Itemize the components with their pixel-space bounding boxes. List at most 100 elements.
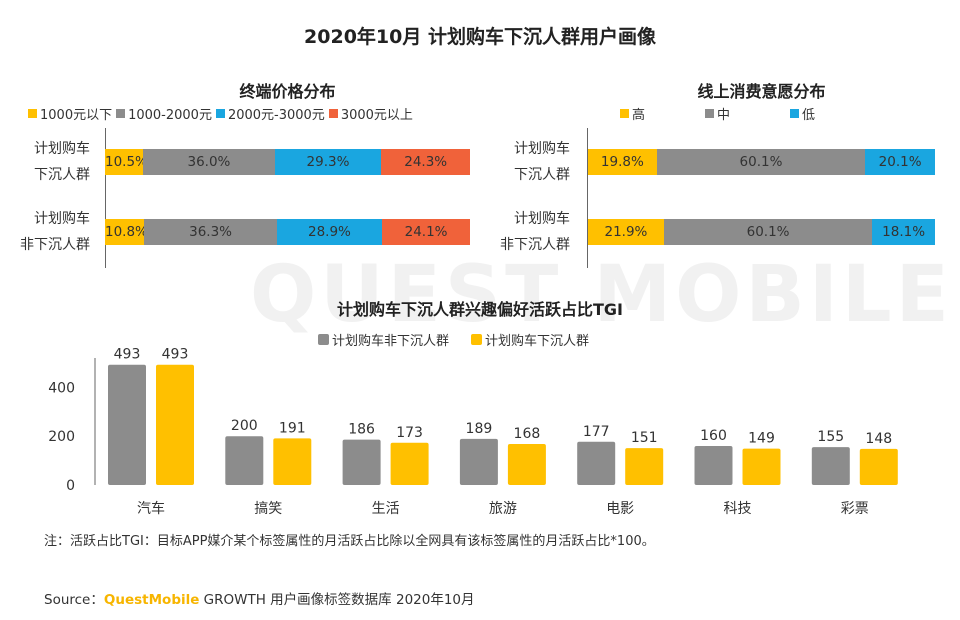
tgi-legend: 计划购车非下沉人群 计划购车下沉人群	[318, 330, 593, 349]
bar	[225, 436, 264, 485]
legend-item: 3000元以上	[328, 104, 413, 123]
bar	[577, 441, 616, 485]
legend-item: 计划购车非下沉人群	[318, 330, 449, 349]
data-label: 155	[817, 429, 844, 445]
bar-segment: 28.9%	[276, 219, 383, 245]
data-label: 189	[466, 421, 493, 437]
legend-swatch-gray	[318, 334, 329, 345]
bar	[459, 438, 498, 485]
price-row-label: 计划购车 下沉人群	[0, 136, 90, 188]
intent-row-label: 计划购车 下沉人群	[475, 136, 570, 188]
data-label: 493	[114, 347, 141, 363]
row-label-line: 计划购车	[514, 141, 570, 157]
legend-item: 计划购车下沉人群	[471, 330, 589, 349]
legend-swatch-yellow	[28, 109, 37, 118]
legend-swatch-gray	[116, 109, 126, 118]
legend-item: 中	[705, 104, 730, 123]
bar-segment: 20.1%	[865, 149, 935, 175]
footnote: 注：活跃占比TGI：目标APP媒介某个标签属性的月活跃占比除以全网具有该标签属性…	[44, 534, 655, 549]
row-label-line: 计划购车	[34, 211, 90, 227]
category-label: 旅游	[489, 501, 517, 517]
tgi-bar-chart: 0 200 400 493 493 汽车 200 191 搞笑 186 173 生活 189 168 旅游 1…	[48, 347, 898, 517]
price-chart-title: 终端价格分布	[239, 82, 336, 101]
bar-segment: 60.1%	[663, 219, 873, 245]
bar-segment: 36.0%	[143, 149, 275, 175]
data-label: 177	[583, 424, 610, 440]
legend-label: 1000-2000元	[128, 108, 212, 123]
row-label-line: 下沉人群	[514, 167, 570, 183]
intent-chart-title: 线上消费意愿分布	[697, 82, 826, 101]
bar-segment: 24.1%	[382, 219, 470, 245]
row-label-line: 非下沉人群	[500, 237, 570, 253]
legend-item: 1000-2000元	[116, 104, 212, 123]
bar-segment: 21.9%	[588, 219, 664, 245]
data-label: 160	[700, 428, 727, 444]
category-label: 生活	[372, 501, 400, 517]
data-label: 148	[865, 431, 892, 447]
intent-stacked-bar: 19.8% 60.1% 20.1%	[588, 149, 935, 175]
price-row-label: 计划购车 非下沉人群	[0, 206, 90, 258]
legend-swatch-gray	[705, 109, 715, 118]
legend-item: 低	[790, 104, 815, 123]
legend-label: 中	[717, 108, 731, 123]
legend-label: 1000元以下	[40, 108, 113, 123]
bar-segment: 60.1%	[656, 149, 866, 175]
bar	[811, 447, 850, 485]
legend-label: 2000元-3000元	[227, 108, 325, 123]
data-label: 173	[396, 425, 423, 441]
bar-segment: 10.8%	[105, 219, 148, 245]
bar	[156, 364, 194, 485]
category-label: 电影	[606, 501, 634, 517]
bar	[694, 445, 733, 485]
y-tick-label: 400	[48, 380, 75, 396]
bar	[742, 448, 781, 485]
bar	[342, 439, 381, 485]
row-label-line: 下沉人群	[34, 167, 90, 183]
category-label: 科技	[724, 501, 752, 517]
data-label: 191	[279, 420, 306, 436]
category-label: 搞笑	[254, 501, 282, 517]
price-stacked-bar: 10.8% 36.3% 28.9% 24.1%	[105, 219, 470, 245]
legend-item: 2000元-3000元	[215, 104, 325, 123]
bar-segment: 10.5%	[105, 149, 148, 175]
bar	[273, 438, 312, 485]
legend-label: 低	[802, 108, 816, 123]
row-label-line: 计划购车	[514, 211, 570, 227]
bar-segment: 24.3%	[381, 149, 470, 175]
data-label: 168	[514, 426, 541, 442]
bar-segment: 18.1%	[872, 219, 935, 245]
questmobile-logo-text: QuestMobile	[103, 592, 200, 608]
bar-segment: 36.3%	[144, 219, 277, 245]
source-text: GROWTH 用户画像标签数据库 2020年10月	[199, 592, 475, 608]
data-label: 149	[748, 431, 775, 447]
tgi-chart-title: 计划购车下沉人群兴趣偏好活跃占比TGI	[336, 300, 623, 319]
bar	[108, 364, 146, 485]
legend-label: 高	[632, 108, 646, 123]
legend-label: 计划购车下沉人群	[485, 334, 590, 349]
legend-swatch-blue	[215, 109, 225, 118]
legend-swatch-orange	[328, 109, 338, 118]
data-label: 186	[348, 422, 375, 438]
bar-segment: 19.8%	[588, 149, 657, 175]
category-label: 汽车	[137, 500, 165, 517]
row-label-line: 非下沉人群	[20, 237, 90, 253]
y-tick-label: 200	[48, 429, 75, 445]
watermark: QUEST MOBILE	[250, 250, 953, 340]
bar	[507, 444, 546, 485]
bar	[390, 442, 429, 485]
price-axis-line	[105, 128, 106, 268]
legend-swatch-yellow	[620, 109, 629, 118]
legend-label: 3000元以上	[340, 108, 413, 123]
intent-stacked-bar: 21.9% 60.1% 18.1%	[588, 219, 935, 245]
intent-axis-line	[587, 128, 588, 268]
legend-swatch-blue	[790, 109, 800, 118]
page-title: 2020年10月 计划购车下沉人群用户画像	[304, 26, 656, 48]
legend-item: 高	[620, 104, 645, 123]
intent-legend: 高 中 低	[620, 104, 819, 123]
bar	[625, 448, 664, 485]
legend-swatch-yellow	[471, 334, 483, 345]
y-tick-label: 0	[66, 478, 75, 494]
price-legend: 1000元以下 1000-2000元 2000元-3000元 3000元以上	[28, 104, 417, 123]
data-label: 151	[631, 430, 658, 446]
row-label-line: 计划购车	[34, 141, 90, 157]
